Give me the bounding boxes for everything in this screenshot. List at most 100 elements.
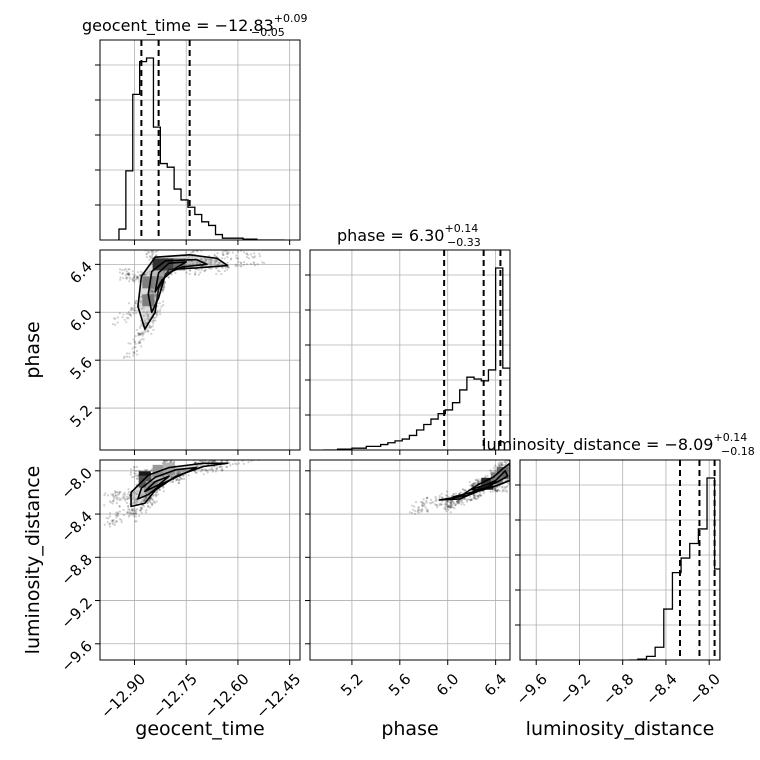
scatter-point — [417, 511, 421, 514]
scatter-point — [504, 460, 507, 463]
title-phase-median: 6.30 — [409, 226, 445, 245]
scatter-point — [127, 493, 130, 496]
scatter-point — [169, 480, 172, 483]
scatter-point — [197, 243, 199, 245]
scatter-point — [476, 479, 480, 483]
scatter-point — [138, 341, 142, 345]
scatter-point — [146, 502, 149, 505]
scatter-point — [511, 470, 513, 472]
scatter-point — [115, 519, 118, 523]
scatter-point — [148, 500, 152, 503]
scatter-point — [118, 271, 122, 274]
scatter-point — [515, 456, 517, 458]
scatter-point — [450, 501, 453, 504]
scatter-point — [125, 355, 129, 358]
scatter-point — [116, 493, 119, 497]
scatter-point — [440, 496, 444, 499]
scatter-point — [443, 503, 446, 506]
scatter-point — [226, 268, 229, 271]
scatter-point — [224, 456, 226, 458]
scatter-point — [125, 512, 129, 515]
scatter-point — [513, 479, 515, 481]
scatter-point — [144, 319, 147, 322]
scatter-point — [143, 273, 147, 276]
scatter-point — [227, 266, 230, 269]
scatter-point — [239, 457, 241, 459]
scatter-point — [153, 500, 156, 503]
scatter-point — [204, 258, 207, 261]
scatter-point — [460, 503, 463, 506]
scatter-point — [130, 306, 133, 310]
scatter-point — [210, 258, 213, 262]
scatter-point — [220, 468, 223, 471]
scatter-point — [493, 488, 497, 491]
scatter-point — [111, 500, 114, 503]
scatter-point — [134, 498, 137, 501]
scatter-point — [448, 501, 451, 504]
scatter-point — [193, 272, 197, 276]
scatter-point — [143, 329, 146, 332]
scatter-point — [429, 498, 433, 502]
scatter-point — [510, 458, 512, 460]
scatter-point — [139, 333, 142, 336]
scatter-point — [118, 491, 121, 494]
scatter-point — [446, 500, 449, 503]
scatter-point — [457, 499, 460, 503]
scatter-point — [256, 453, 258, 455]
scatter-point — [450, 495, 453, 498]
scatter-point — [150, 503, 154, 506]
scatter-point — [141, 331, 144, 334]
scatter-point — [425, 510, 428, 513]
panels-layer — [99, 39, 721, 661]
scatter-point — [139, 324, 142, 328]
scatter-point — [515, 461, 517, 463]
scatter-point — [134, 302, 137, 305]
scatter-point — [133, 341, 136, 344]
scatter-point — [419, 509, 422, 512]
scatter-point — [208, 259, 211, 262]
scatter-point — [211, 455, 213, 457]
scatter-point — [224, 457, 226, 459]
scatter-point — [142, 338, 145, 341]
scatter-point — [477, 494, 481, 497]
scatter-point — [143, 273, 147, 276]
scatter-point — [191, 263, 195, 266]
scatter-point — [118, 497, 121, 500]
scatter-point — [128, 352, 131, 355]
scatter-point — [115, 497, 118, 500]
scatter-point — [140, 307, 144, 310]
scatter-point — [456, 500, 459, 503]
scatter-point — [473, 497, 476, 500]
scatter-point — [128, 512, 131, 515]
scatter-point — [196, 464, 199, 467]
scatter-point — [162, 304, 165, 307]
scatter-point — [201, 243, 203, 245]
scatter-point — [140, 245, 142, 247]
scatter-point — [255, 457, 257, 459]
scatter-point — [473, 482, 476, 485]
scatter-point — [477, 481, 480, 484]
scatter-point — [169, 460, 172, 463]
scatter-point — [131, 270, 134, 273]
scatter-point — [173, 457, 175, 459]
scatter-point — [133, 346, 136, 349]
scatter-point — [205, 259, 208, 262]
scatter-point — [477, 480, 481, 483]
scatter-point — [125, 352, 129, 355]
scatter-point — [203, 260, 206, 263]
scatter-point — [159, 488, 162, 491]
scatter-point — [222, 253, 225, 256]
scatter-point — [225, 466, 228, 469]
scatter-point — [499, 463, 503, 466]
scatter-point — [132, 469, 135, 472]
scatter-point — [220, 460, 223, 463]
scatter-point — [213, 460, 216, 463]
scatter-point — [191, 255, 194, 258]
scatter-point — [516, 454, 518, 456]
scatter-point — [508, 455, 510, 457]
scatter-point — [118, 490, 121, 494]
scatter-point — [501, 490, 504, 493]
scatter-point — [516, 476, 518, 478]
scatter-point — [447, 508, 450, 512]
density-block — [142, 294, 155, 307]
